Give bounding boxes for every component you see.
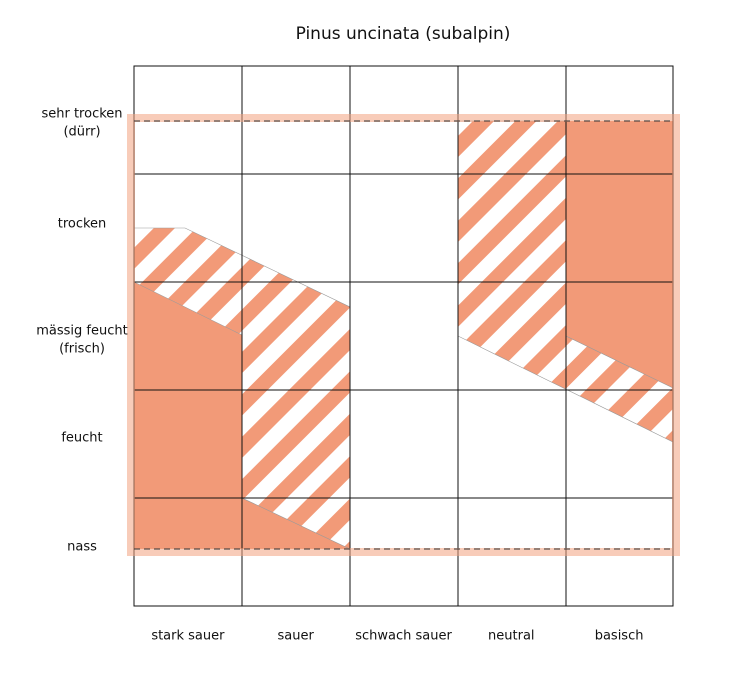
column-label: neutral — [488, 629, 535, 644]
column-label: stark sauer — [151, 629, 225, 644]
row-label: sehr trocken — [41, 107, 122, 122]
title: Pinus uncinata (subalpin) — [296, 24, 511, 44]
solid-area — [566, 121, 673, 388]
grid — [133, 65, 674, 607]
labels: sehr trocken (dürr) trocken mässig feucht (f… — [36, 107, 643, 644]
row-label: nass — [67, 540, 97, 555]
column-label: sauer — [278, 629, 315, 644]
row-label: mässig feucht — [36, 324, 127, 339]
row-label: feucht — [61, 431, 102, 446]
range-frame — [127, 114, 680, 556]
row-label: (frisch) — [59, 342, 105, 357]
row-label: trocken — [58, 217, 107, 232]
column-label: basisch — [595, 629, 644, 644]
row-label: (dürr) — [63, 125, 100, 140]
column-label: schwach sauer — [355, 629, 452, 644]
